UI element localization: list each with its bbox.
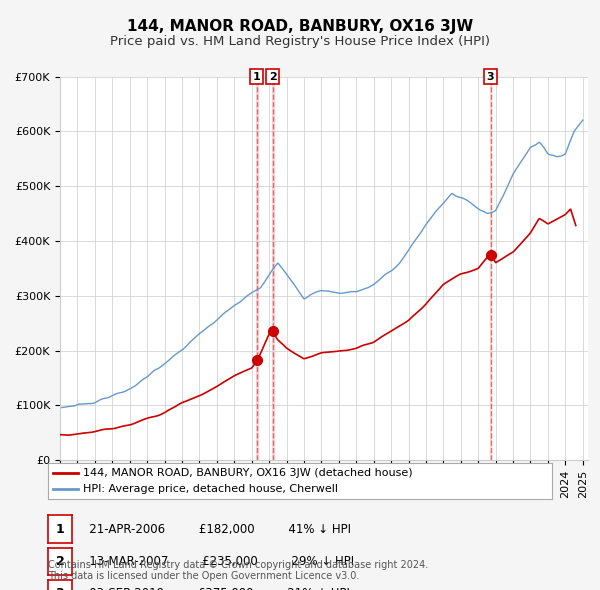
Text: 1: 1 xyxy=(56,523,64,536)
Bar xyxy=(272,77,274,460)
Text: 2: 2 xyxy=(269,72,277,81)
Text: 144, MANOR ROAD, BANBURY, OX16 3JW (detached house): 144, MANOR ROAD, BANBURY, OX16 3JW (deta… xyxy=(83,468,413,478)
Text: 2: 2 xyxy=(56,555,64,568)
Text: Contains HM Land Registry data © Crown copyright and database right 2024.
This d: Contains HM Land Registry data © Crown c… xyxy=(48,559,428,581)
Bar xyxy=(490,77,491,460)
Text: Price paid vs. HM Land Registry's House Price Index (HPI): Price paid vs. HM Land Registry's House … xyxy=(110,35,490,48)
Text: 13-MAR-2007         £235,000         29% ↓ HPI: 13-MAR-2007 £235,000 29% ↓ HPI xyxy=(78,555,354,568)
Text: 21-APR-2006         £182,000         41% ↓ HPI: 21-APR-2006 £182,000 41% ↓ HPI xyxy=(78,523,351,536)
Text: 1: 1 xyxy=(253,72,260,81)
Text: 03-SEP-2019         £375,000         21% ↓ HPI: 03-SEP-2019 £375,000 21% ↓ HPI xyxy=(78,588,350,590)
Text: 3: 3 xyxy=(487,72,494,81)
Bar xyxy=(256,77,257,460)
Text: 3: 3 xyxy=(56,588,64,590)
Text: HPI: Average price, detached house, Cherwell: HPI: Average price, detached house, Cher… xyxy=(83,484,338,494)
Text: 144, MANOR ROAD, BANBURY, OX16 3JW: 144, MANOR ROAD, BANBURY, OX16 3JW xyxy=(127,19,473,34)
